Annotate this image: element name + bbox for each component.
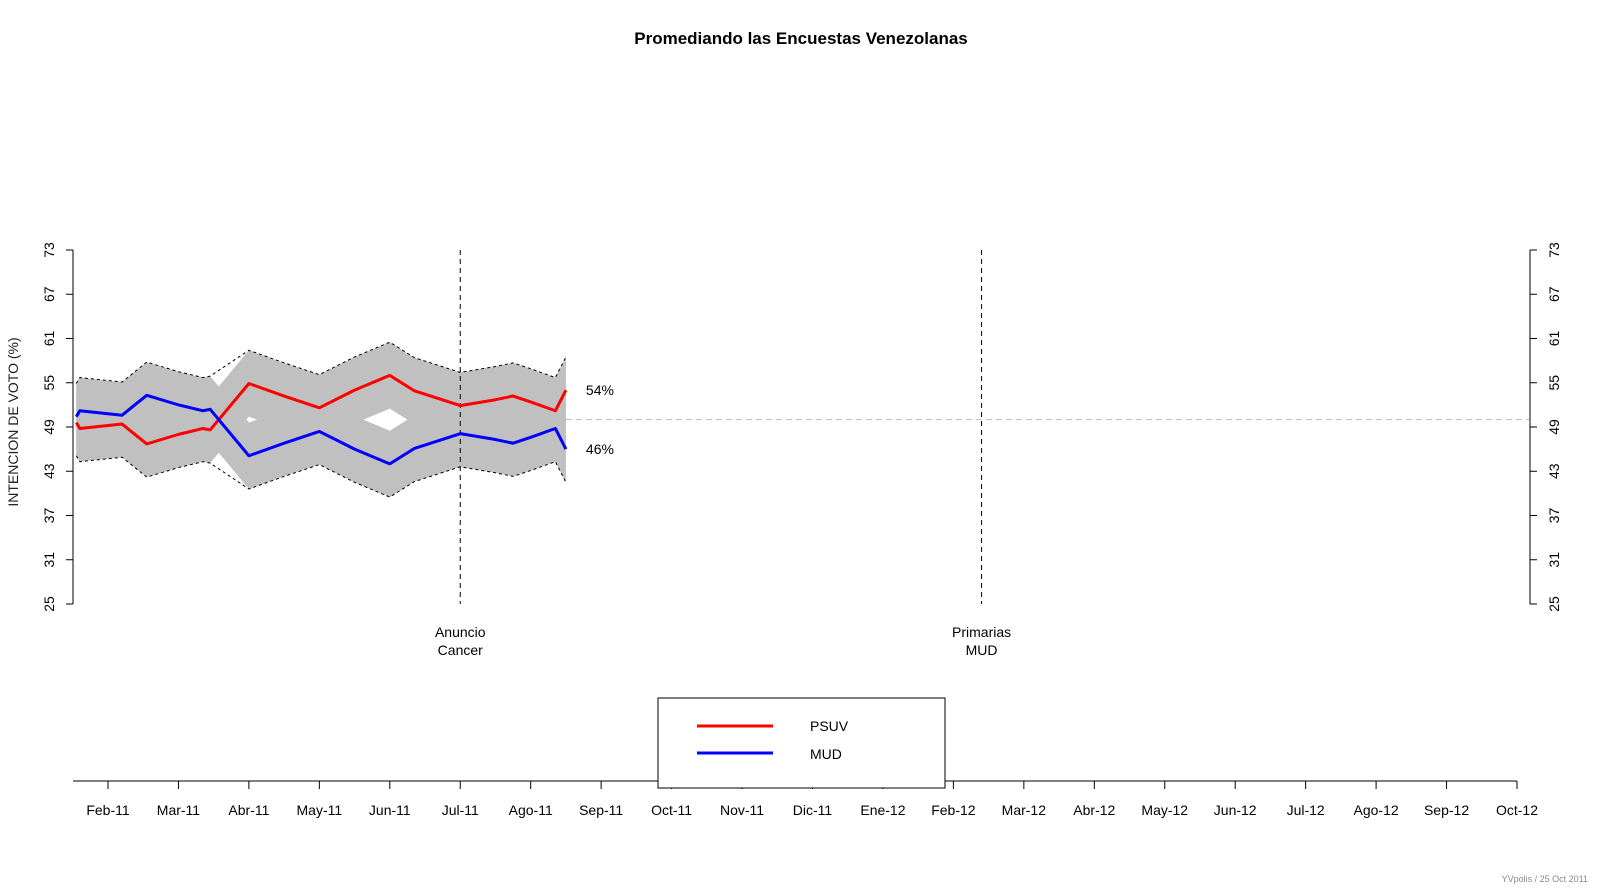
band-mud xyxy=(76,362,566,498)
event-label-1-line1: Anuncio xyxy=(435,624,486,640)
confidence-bands xyxy=(75,341,567,498)
right-tick-label-67: 67 xyxy=(1546,286,1562,302)
series-line-psuv xyxy=(75,373,568,446)
band-upper-outline xyxy=(75,341,567,384)
x-tick-label-Oct-11: Oct-11 xyxy=(651,802,692,818)
x-tick-label-Ene-12: Ene-12 xyxy=(860,802,905,818)
event-label-2-line1: Primarias xyxy=(952,624,1011,640)
band-lower-outline xyxy=(75,455,567,498)
left-tick-label-61: 61 xyxy=(41,331,57,347)
credit-text: YVpolis / 25 Oct 2011 xyxy=(1501,874,1588,884)
x-tick-label-Sep-11: Sep-11 xyxy=(579,802,623,818)
x-tick-label-Jun-11: Jun-11 xyxy=(369,802,411,818)
legend: PSUV MUD xyxy=(657,697,946,789)
left-tick-label-67: 67 xyxy=(41,286,57,302)
right-tick-label-25: 25 xyxy=(1546,596,1562,612)
x-tick-label-Jul-11: Jul-11 xyxy=(442,802,479,818)
x-tick-label-May-11: May-11 xyxy=(297,802,343,818)
event-label-2-line2: MUD xyxy=(966,642,998,658)
chart-title: Promediando las Encuestas Venezolanas xyxy=(634,29,968,48)
x-tick-label-Abr-12: Abr-12 xyxy=(1073,802,1115,818)
right-tick-label-73: 73 xyxy=(1546,242,1562,258)
end-label-psuv: 54% xyxy=(586,382,614,398)
series-lines xyxy=(75,373,568,466)
left-tick-label-31: 31 xyxy=(41,552,57,568)
right-tick-label-37: 37 xyxy=(1546,508,1562,524)
y-axis-label: INTENCION DE VOTO (%) xyxy=(5,337,21,506)
right-tick-label-49: 49 xyxy=(1546,419,1562,435)
left-tick-label-49: 49 xyxy=(41,419,57,435)
x-tick-label-Ago-12: Ago-12 xyxy=(1354,802,1399,818)
x-tick-label-Mar-12: Mar-12 xyxy=(1002,802,1047,818)
event-markers: Anuncio Cancer Primarias MUD xyxy=(435,250,1011,658)
right-y-axis: 25 31 37 43 49 55 61 67 73 xyxy=(1529,242,1562,612)
x-tick-label-Nov-11: Nov-11 xyxy=(720,802,764,818)
x-tick-label-May-12: May-12 xyxy=(1141,802,1188,818)
right-tick-label-43: 43 xyxy=(1546,463,1562,479)
x-tick-label-Abr-11: Abr-11 xyxy=(228,802,269,818)
x-tick-label-Ago-11: Ago-11 xyxy=(509,802,553,818)
series-line-mud xyxy=(75,393,568,466)
left-tick-label-25: 25 xyxy=(41,596,57,612)
legend-box xyxy=(657,697,946,789)
x-tick-label-Jul-12: Jul-12 xyxy=(1287,802,1325,818)
x-tick-label-Feb-12: Feb-12 xyxy=(931,802,976,818)
x-tick-label-Dic-11: Dic-11 xyxy=(793,802,833,818)
left-y-axis: 25 31 37 43 49 55 61 67 73 xyxy=(41,242,74,612)
right-tick-label-61: 61 xyxy=(1546,331,1562,347)
legend-label-mud: MUD xyxy=(810,746,842,762)
end-labels: 54% 46% xyxy=(586,382,614,457)
legend-label-psuv: PSUV xyxy=(810,718,849,734)
x-tick-label-Sep-12: Sep-12 xyxy=(1424,802,1469,818)
end-label-mud: 46% xyxy=(586,441,614,457)
x-tick-label-Jun-12: Jun-12 xyxy=(1214,802,1257,818)
x-tick-label-Oct-12: Oct-12 xyxy=(1496,802,1538,818)
left-tick-label-55: 55 xyxy=(41,375,57,391)
left-tick-label-37: 37 xyxy=(41,508,57,524)
event-label-1-line2: Cancer xyxy=(438,642,483,658)
x-tick-label-Feb-11: Feb-11 xyxy=(86,802,130,818)
right-tick-label-31: 31 xyxy=(1546,552,1562,568)
x-tick-label-Mar-11: Mar-11 xyxy=(157,802,201,818)
x-axis: Feb-11 Mar-11 Abr-11 May-11 Jun-11 Jul-11 Ago-… xyxy=(73,780,1538,818)
left-tick-label-73: 73 xyxy=(41,242,57,258)
right-tick-label-55: 55 xyxy=(1546,375,1562,391)
left-tick-label-43: 43 xyxy=(41,463,57,479)
